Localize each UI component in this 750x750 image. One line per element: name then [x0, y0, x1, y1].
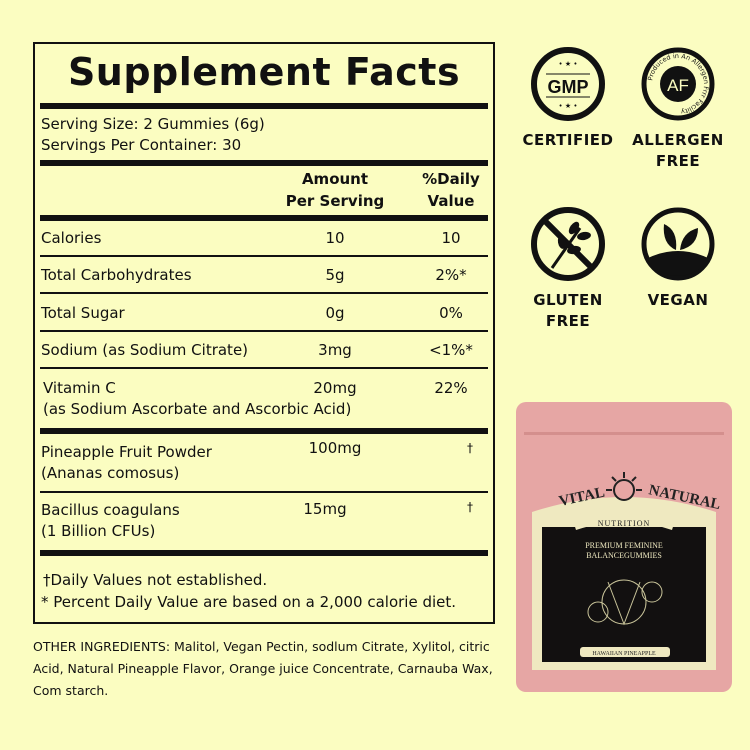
- row-amount: 5g: [325, 266, 345, 284]
- row-dv: 22%: [434, 379, 468, 397]
- row-dv: 2%*: [435, 266, 467, 284]
- divider: [40, 255, 488, 257]
- row-amount: 3mg: [318, 341, 352, 359]
- supplement-facts-panel: Supplement Facts Serving Size: 2 Gummies…: [33, 42, 495, 624]
- row-sub: (Ananas comosus): [41, 464, 180, 482]
- allergen-free-icon: AF Produced in An Allergen Frrr Facility: [641, 47, 715, 121]
- row-dv: 0%: [439, 304, 463, 322]
- svg-text:PREMIUM FEMININE: PREMIUM FEMININE: [585, 541, 663, 550]
- dv-header: Value: [427, 192, 475, 210]
- row-name: Vitamin C: [43, 379, 116, 397]
- vegan-icon: [641, 207, 715, 281]
- svg-text:NUTRITION: NUTRITION: [598, 519, 651, 528]
- badge-label: VEGAN: [647, 291, 709, 309]
- serving-size: Serving Size: 2 Gummies (6g): [41, 115, 265, 133]
- svg-text:GMP: GMP: [547, 77, 588, 97]
- divider: [40, 330, 488, 332]
- row-amount: 10: [325, 229, 345, 247]
- amount-header: Per Serving: [285, 192, 385, 210]
- footnote-dagger: †Daily Values not established.: [43, 571, 268, 589]
- divider: [40, 428, 488, 434]
- row-sub: (as Sodium Ascorbate and Ascorbic Acid): [43, 400, 352, 418]
- divider: [40, 292, 488, 294]
- amount-header: Amount: [301, 170, 369, 188]
- row-amount: 15mg: [303, 500, 347, 518]
- row-dv: 10: [441, 229, 461, 247]
- badge-label: ALLERGEN FREE: [632, 131, 724, 170]
- dv-header: %Daily: [422, 170, 480, 188]
- row-name: Total Sugar: [41, 304, 125, 322]
- divider: [40, 160, 488, 166]
- divider: [40, 215, 488, 221]
- svg-text:HAWAIIAN PINEAPPLE: HAWAIIAN PINEAPPLE: [592, 651, 656, 657]
- row-name: Sodium (as Sodium Citrate): [41, 341, 249, 359]
- row-sub: (1 Billion CFUs): [41, 522, 156, 540]
- row-dv: <1%*: [429, 341, 473, 359]
- footnote-asterisk: * Percent Daily Value are based on a 2,0…: [41, 593, 457, 611]
- divider: [40, 367, 488, 369]
- panel-title: Supplement Facts: [67, 50, 461, 94]
- divider: [40, 550, 488, 556]
- servings-per-container: Servings Per Container: 30: [41, 136, 242, 154]
- divider: [40, 103, 488, 109]
- other-ingredients: OTHER INGREDIENTS: Malitol, Vegan Pectin…: [33, 639, 493, 698]
- gluten-free-icon: [531, 207, 605, 281]
- divider: [40, 491, 488, 493]
- row-dv: †: [467, 500, 473, 514]
- row-name: Calories: [41, 229, 102, 247]
- badge-label: GLUTEN FREE: [533, 291, 603, 330]
- badge-label: CERTIFIED: [522, 131, 614, 149]
- row-amount: 0g: [325, 304, 345, 322]
- row-amount: 100mg: [308, 439, 362, 457]
- row-name: Pineapple Fruit Powder: [41, 443, 212, 461]
- row-amount: 20mg: [313, 379, 357, 397]
- svg-text:• ★ •: • ★ •: [559, 102, 578, 110]
- row-name: Total Carbohydrates: [41, 266, 192, 284]
- svg-text:AF: AF: [667, 76, 689, 95]
- row-name: Bacillus coagulans: [41, 501, 180, 519]
- gmp-icon: • ★ • • ★ • GMP: [531, 47, 605, 121]
- svg-text:BALANCEGUMMIES: BALANCEGUMMIES: [586, 551, 662, 560]
- svg-text:• ★ •: • ★ •: [559, 60, 578, 68]
- product-pouch-image: VITAL NATURAL NUTRITION PREMIUM FEMININE…: [516, 402, 732, 692]
- row-dv: †: [467, 441, 473, 455]
